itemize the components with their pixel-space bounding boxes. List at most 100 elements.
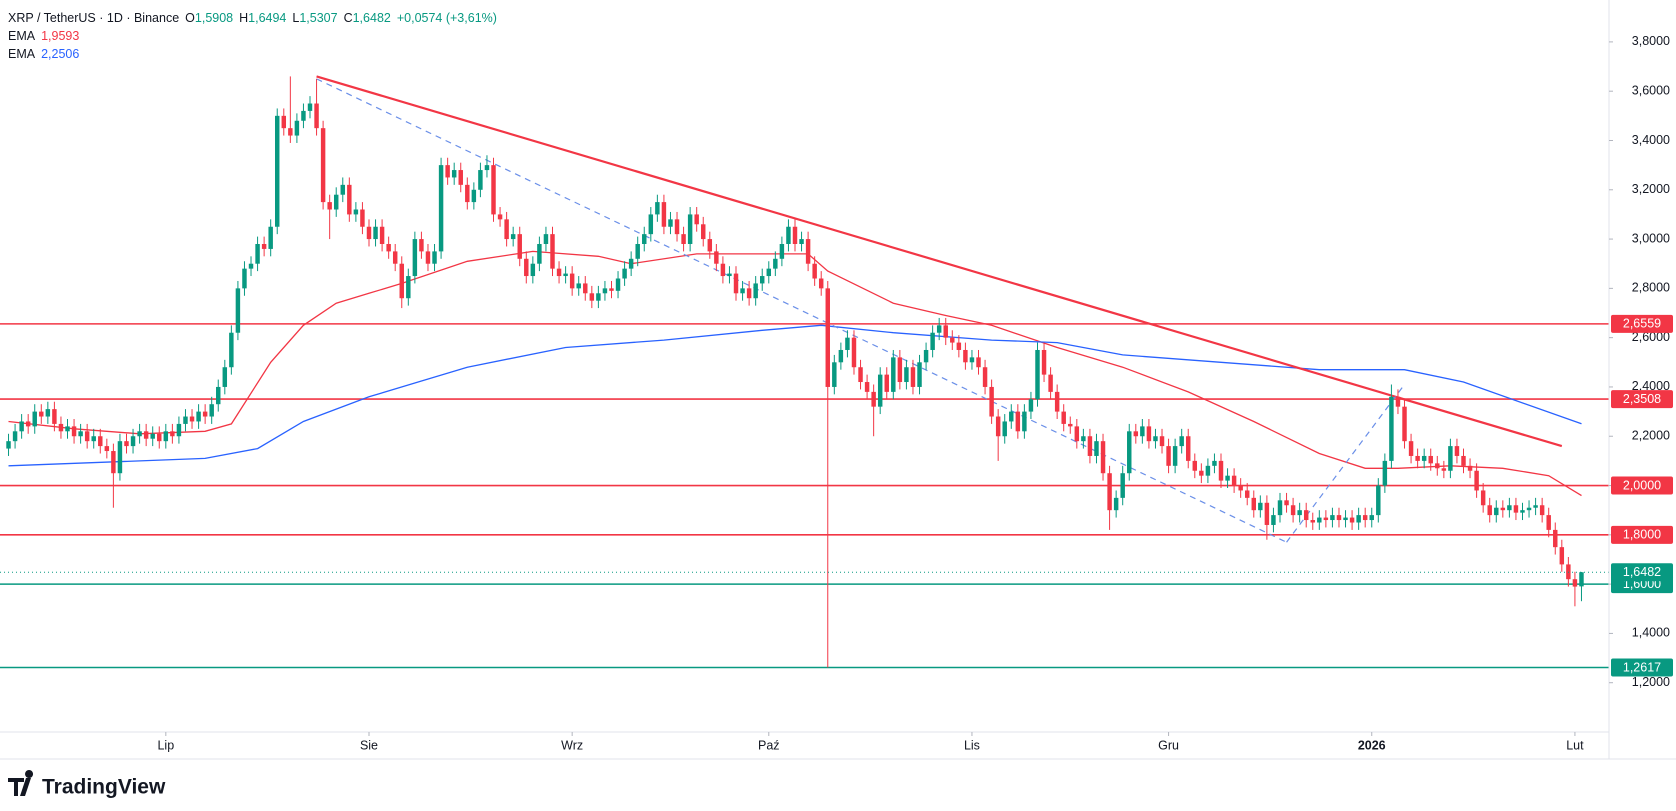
candle-body [327,202,332,210]
candle-body [1153,436,1158,442]
candle-body [1572,579,1578,587]
candle-body [648,214,654,235]
candle-body [759,276,765,284]
y-tick-label: 1,2000 [1632,675,1670,689]
candle-body [170,431,175,437]
candle-body [1212,460,1217,466]
candle-body [753,283,758,299]
candle-body [196,411,201,422]
x-tick-label: Lut [1566,738,1584,752]
candle-body [1507,505,1512,511]
candle-body [891,357,896,392]
candle-body [628,258,634,269]
candle-body [1336,515,1342,521]
candle-body [1002,421,1007,437]
x-tick-label: Sie [360,738,378,752]
ohlc-key: O [185,11,195,25]
candle-body [812,263,817,279]
candle-body [1454,446,1460,456]
y-tick-label: 1,4000 [1632,626,1670,640]
price-badge-label: 2,0000 [1623,478,1661,492]
candle-body [91,436,96,442]
candle-body [294,120,300,136]
candle-body [202,411,208,417]
price-badge [1611,314,1673,333]
candle-body [976,357,981,368]
candle-body [255,244,260,264]
candle-body [864,382,870,392]
candle-body [340,184,346,195]
y-tick-label: 3,0000 [1632,231,1670,245]
price-change: +0,0574 (+3,61%) [397,11,497,25]
y-tick-label: 3,4000 [1632,133,1670,147]
y-tick-label: 3,2000 [1632,182,1670,196]
candle-body [537,244,542,264]
candle-body [1395,396,1401,407]
price-badge-label: 1,6482 [1623,565,1661,579]
candle-body [216,386,221,405]
candle-body [143,431,149,439]
candle-body [871,391,876,407]
candle-body [1251,497,1257,511]
candle-body [773,258,778,269]
candle-body [1068,423,1073,427]
candle-body [333,194,339,210]
candle-body [1127,431,1132,474]
candle-body [1330,515,1335,521]
candle-body [1022,411,1027,432]
candle-body [1579,572,1584,587]
candle-body [543,234,549,244]
ohlc-value: 1,6482 [353,11,391,25]
symbol-header: XRP / TetherUS · 1D · Binance O1,5908 H1,6… [8,11,497,25]
candle-body [792,226,798,244]
candle-body [1297,510,1302,516]
candle-body [347,184,352,215]
candle-body [1461,455,1466,466]
candle-body [281,115,287,129]
candle-body [491,165,496,215]
candle-body [674,219,680,235]
candle-body [832,362,837,387]
candle-body [163,431,169,442]
candle-body [471,189,477,203]
candle-body [1559,547,1565,565]
candle-body [687,214,693,244]
candle-body [399,263,404,299]
candle-body [438,165,444,252]
candle-body [622,268,627,279]
legend-value: 2,2506 [41,47,79,61]
candle-body [1467,465,1473,471]
candle-body [504,219,509,240]
candle-body [1376,485,1381,516]
plot-area [0,75,1609,669]
candle-body [366,226,372,240]
candle-body [1258,502,1263,511]
y-tick-label: 2,2000 [1632,429,1670,443]
candle-body [1369,515,1374,521]
candle-body [995,416,1001,437]
candle-body [12,431,18,442]
candle-body [1284,500,1289,506]
x-tick-label: Wrz [561,738,583,752]
candle-body [904,367,909,383]
candle-body [497,214,503,220]
candle-body [1533,505,1538,508]
candle-body [550,234,555,269]
candle-body [1113,497,1119,511]
candle-body [314,103,319,129]
candle-body [681,234,686,244]
candle-body [1159,436,1165,447]
candle-body [701,224,706,240]
price-badge [1611,390,1673,409]
candle-body [19,421,24,432]
candle-body [917,362,922,387]
candle-body [1205,465,1211,476]
candle-body [1179,436,1184,447]
candle-body [1349,517,1355,523]
candle-body [1140,426,1145,437]
candle-body [150,433,155,439]
y-tick-label: 3,6000 [1632,83,1670,97]
candle-body [661,202,667,227]
candle-body [445,165,450,178]
